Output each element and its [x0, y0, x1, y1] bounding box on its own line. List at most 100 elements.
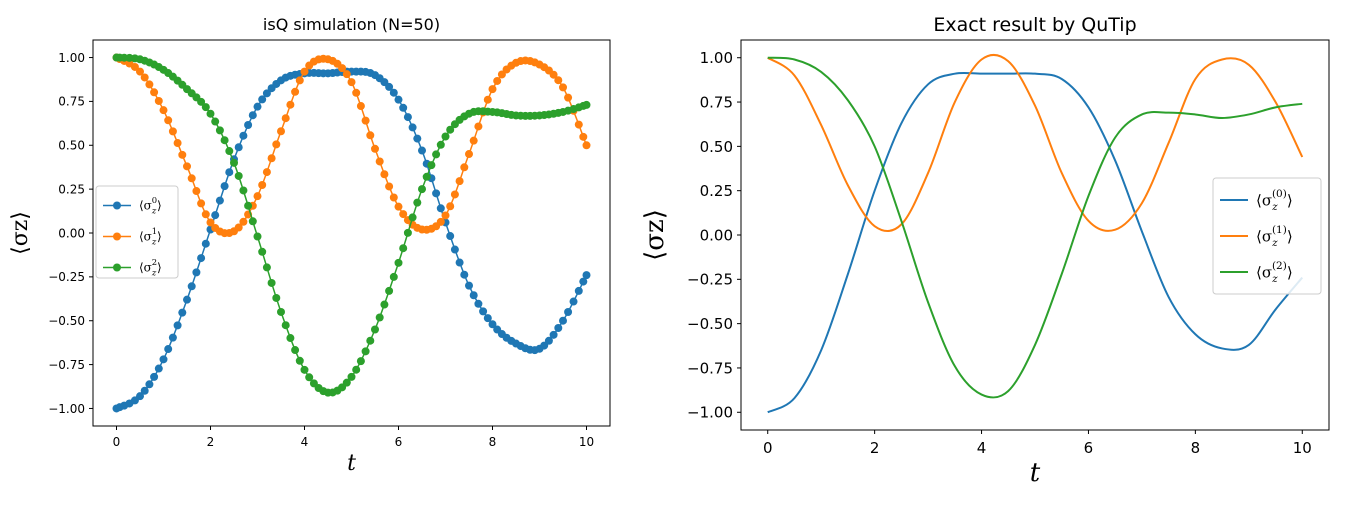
data-point	[248, 111, 257, 120]
y-tick-label: 0.25	[700, 182, 733, 200]
data-point	[579, 277, 588, 286]
x-axis-label: t	[1030, 458, 1041, 488]
data-point	[394, 202, 403, 211]
x-tick-label: 8	[489, 435, 497, 449]
data-point	[272, 293, 281, 302]
data-point	[187, 174, 196, 183]
x-tick-label: 10	[1293, 439, 1312, 457]
x-tick-label: 0	[113, 435, 121, 449]
data-point	[413, 223, 422, 232]
legend-label: ⟨σz2⟩	[139, 257, 162, 277]
y-tick-label: 0.00	[58, 226, 85, 240]
data-point	[493, 76, 502, 85]
data-point	[225, 229, 234, 238]
data-point	[154, 96, 163, 105]
data-point	[291, 346, 300, 355]
chart-title: Exact result by QuTip	[933, 14, 1136, 36]
series-2	[112, 53, 591, 397]
data-point	[446, 202, 455, 211]
legend-box	[95, 185, 179, 279]
x-tick-label: 6	[395, 435, 403, 449]
series-1	[767, 53, 1304, 233]
data-point	[197, 199, 206, 208]
x-tick-label: 6	[1084, 439, 1094, 457]
data-point	[319, 387, 328, 396]
data-point	[215, 196, 224, 205]
legend-box	[1212, 177, 1322, 295]
data-point	[178, 150, 187, 159]
data-point	[564, 308, 573, 316]
data-point	[215, 126, 224, 135]
data-point	[408, 213, 417, 222]
data-point	[366, 131, 375, 140]
y-tick-label: −1.00	[48, 402, 85, 416]
data-point	[564, 93, 573, 102]
data-point	[295, 356, 304, 365]
data-point	[352, 365, 361, 374]
legend-marker	[113, 201, 121, 210]
data-point	[569, 297, 578, 306]
data-point	[253, 102, 262, 111]
data-point	[408, 123, 417, 132]
y-tick-label: 0.75	[58, 95, 85, 109]
data-point	[356, 102, 365, 111]
data-point	[403, 228, 412, 237]
data-point	[300, 67, 309, 76]
data-point	[465, 150, 473, 159]
chart-title: isQ simulation (N=50)	[263, 15, 440, 34]
data-point	[399, 210, 408, 219]
data-point	[450, 245, 459, 254]
data-point	[446, 125, 455, 134]
data-point	[258, 95, 267, 104]
y-tick-label: −1.00	[687, 404, 733, 422]
series-line	[767, 71, 1304, 414]
data-point	[150, 88, 159, 97]
legend-label: ⟨σz(1)⟩	[1256, 224, 1293, 249]
data-point	[130, 62, 139, 71]
data-point	[201, 210, 210, 219]
data-point	[272, 79, 281, 88]
data-point	[483, 107, 492, 116]
data-point	[559, 316, 567, 325]
data-point	[436, 140, 445, 149]
data-point	[554, 108, 563, 117]
data-point	[178, 308, 187, 317]
data-point	[389, 88, 398, 97]
y-tick-label: −0.25	[48, 270, 85, 284]
data-point	[579, 132, 588, 141]
data-point	[380, 300, 389, 309]
data-point	[559, 83, 567, 92]
data-point	[206, 109, 215, 118]
data-point	[394, 95, 403, 104]
data-point	[399, 103, 408, 112]
data-point	[441, 132, 450, 141]
data-point	[342, 378, 351, 387]
data-point	[154, 63, 163, 72]
data-point	[234, 171, 243, 180]
data-point	[244, 201, 253, 210]
data-point	[295, 76, 304, 85]
legend-label: ⟨σz1⟩	[139, 226, 162, 246]
y-tick-label: 1.00	[700, 49, 733, 67]
data-point	[168, 127, 177, 136]
data-point	[230, 158, 238, 167]
data-point	[380, 170, 389, 179]
data-point	[262, 89, 271, 98]
data-point	[206, 218, 215, 227]
data-point	[136, 67, 144, 76]
x-tick-label: 4	[977, 439, 987, 457]
data-point	[450, 190, 459, 199]
data-point	[286, 100, 295, 109]
plot-area	[92, 39, 611, 427]
data-point	[361, 347, 370, 356]
data-point	[544, 336, 553, 345]
y-tick-label: −0.75	[48, 358, 85, 372]
y-tick-label: 0.50	[700, 138, 733, 156]
y-axis-label: ⟨σz⟩	[8, 211, 33, 255]
data-point	[579, 101, 588, 110]
y-tick-label: 0.50	[58, 139, 85, 153]
data-point	[394, 258, 403, 267]
data-point	[361, 116, 370, 125]
data-point	[272, 140, 281, 149]
